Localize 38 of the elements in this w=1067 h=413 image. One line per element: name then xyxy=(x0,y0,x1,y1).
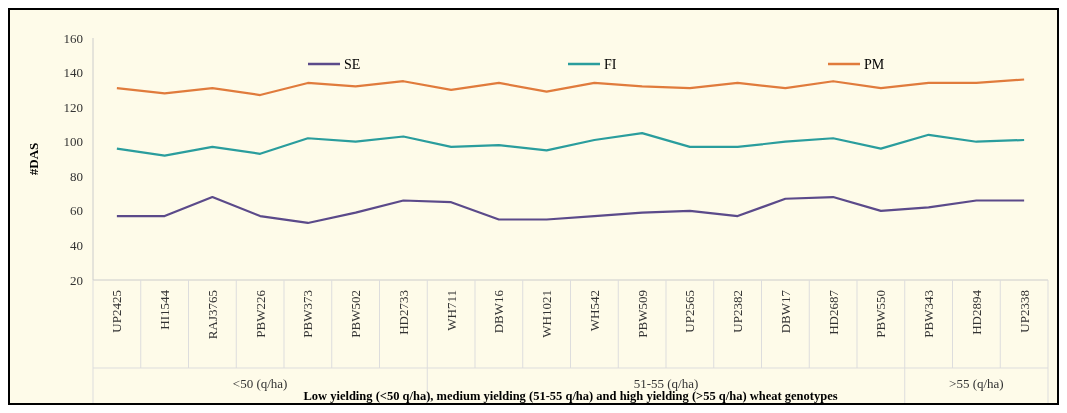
y-tick-label: 100 xyxy=(63,134,83,150)
x-tick-label: PBW509 xyxy=(634,290,650,338)
y-tick-label: 20 xyxy=(70,272,83,288)
x-tick-label: HD2687 xyxy=(825,289,841,335)
legend-label: PM xyxy=(864,56,885,72)
x-tick-label: UP2382 xyxy=(730,290,746,333)
x-tick-label: WH711 xyxy=(443,290,459,331)
x-tick-label: UP2565 xyxy=(682,290,698,333)
x-tick-label: PBW502 xyxy=(348,290,364,338)
y-tick-label: 140 xyxy=(63,65,83,81)
x-tick-label: DBW17 xyxy=(777,289,793,334)
line-series xyxy=(115,131,1026,157)
x-tick-label: HD2733 xyxy=(395,290,411,335)
text: >55 (q/ha) xyxy=(949,376,1004,391)
x-tick-label: WH542 xyxy=(586,290,602,332)
x-tick-label: PBW226 xyxy=(252,289,268,338)
x-tick-label: RAJ3765 xyxy=(204,290,220,340)
line-series xyxy=(115,78,1026,97)
x-tick-label: PBW343 xyxy=(921,290,937,338)
x-tick-label: UP2338 xyxy=(1016,290,1032,333)
legend-label: FI xyxy=(604,56,617,72)
x-tick-label: HD2894 xyxy=(968,289,984,335)
y-axis-title: #DAS xyxy=(26,142,41,176)
x-tick-label: DBW16 xyxy=(491,289,507,334)
x-tick-label: PBW373 xyxy=(300,290,316,338)
y-tick-label: 160 xyxy=(63,30,83,46)
x-tick-label: UP2425 xyxy=(109,290,125,333)
line-series xyxy=(115,195,1026,225)
x-tick-label: PBW550 xyxy=(873,290,889,338)
legend-label: SE xyxy=(344,56,361,72)
x-tick-label: HI1544 xyxy=(157,289,173,330)
text: 51-55 (q/ha) xyxy=(633,376,699,391)
text: <50 (q/ha) xyxy=(232,376,288,391)
y-tick-label: 80 xyxy=(70,168,83,184)
x-tick-label: WH1021 xyxy=(539,290,555,338)
y-tick-label: 40 xyxy=(70,237,83,253)
y-tick-label: 60 xyxy=(70,203,83,219)
y-tick-label: 120 xyxy=(63,99,83,115)
